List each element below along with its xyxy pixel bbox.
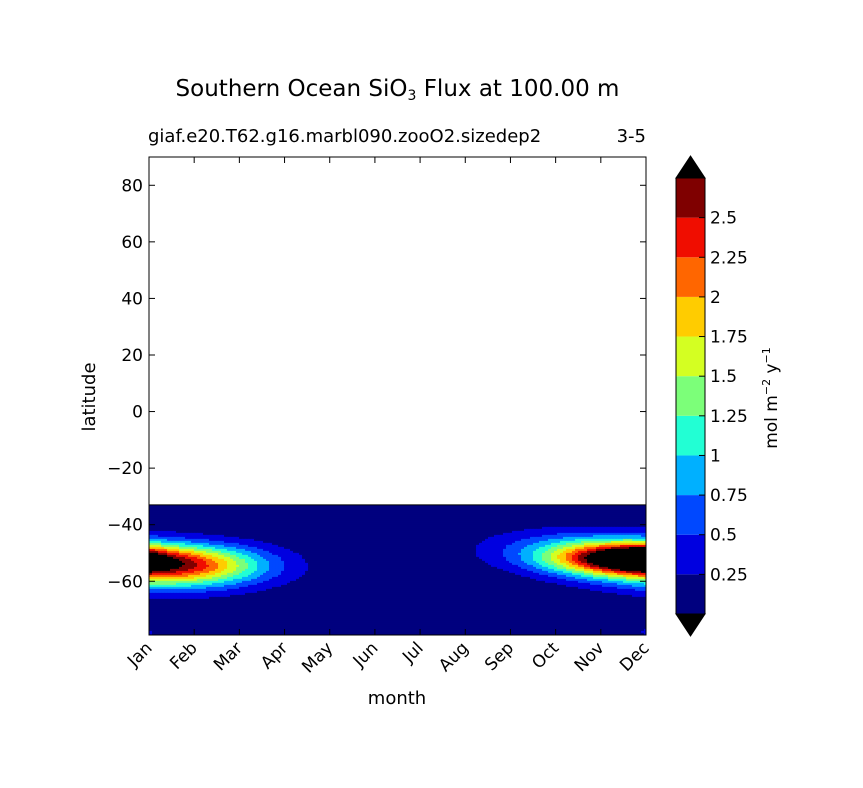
colorbar-tick-label: 0.25 <box>710 565 748 585</box>
x-tick-label: Jun <box>349 638 383 672</box>
colorbar-label: mol m−2 y−1 <box>760 347 782 449</box>
y-tick-label: −20 <box>107 459 143 479</box>
colorbar-segment <box>676 574 705 614</box>
colorbar-tick-label: 1 <box>710 446 721 466</box>
y-tick-label: −60 <box>107 572 143 592</box>
colorbar-segment <box>676 495 705 535</box>
colorbar-under-arrow <box>675 613 706 637</box>
x-axis-label: month <box>368 688 426 709</box>
x-tick-label: Nov <box>571 638 609 676</box>
x-tick-label: Jan <box>123 638 156 671</box>
heatmap-field <box>149 504 646 635</box>
x-tick-label: Jul <box>398 638 427 667</box>
y-tick-label: 20 <box>121 346 143 366</box>
colorbar-over-arrow <box>675 155 706 179</box>
y-axis: −60 −40 −20 0 20 40 60 80 <box>107 176 646 592</box>
y-tick-label: 0 <box>132 403 143 423</box>
colorbar-segment <box>676 178 705 218</box>
chart-title: Southern Ocean SiO3 Flux at 100.00 m <box>175 76 620 104</box>
colorbar-tick-label: 1.5 <box>710 367 737 387</box>
chart-subtitle-case: giaf.e20.T62.g16.marbl090.zooO2.sizedep2 <box>148 126 542 147</box>
y-tick-label: 40 <box>121 289 143 309</box>
x-tick-label: Aug <box>435 638 473 676</box>
colorbar-segment <box>676 217 705 258</box>
x-tick-label: Dec <box>616 638 653 675</box>
colorbar-segment <box>676 257 705 297</box>
colorbar-segment <box>676 534 705 575</box>
colorbar-tick-label: 1.75 <box>710 328 748 348</box>
chart-subtitle-depth-range: 3-5 <box>616 126 646 147</box>
colorbar-tick-label: 0.5 <box>710 526 737 546</box>
x-tick-label: Mar <box>210 638 247 675</box>
x-tick-label: Apr <box>257 638 292 673</box>
x-tick-label: Sep <box>481 638 518 675</box>
colorbar-tick-label: 1.25 <box>710 407 748 427</box>
colorbar-segment <box>676 296 705 337</box>
colorbar-segment <box>676 415 705 456</box>
colorbar-tick-label: 2.5 <box>710 209 737 229</box>
x-tick-label: May <box>298 638 337 677</box>
x-tick-label: Oct <box>528 638 563 673</box>
y-tick-label: 60 <box>121 233 143 253</box>
colorbar-tick-label: 0.75 <box>710 486 748 506</box>
y-tick-label: −40 <box>107 516 143 536</box>
plot-frame <box>148 156 647 636</box>
colorbar-segment <box>676 455 705 496</box>
colorbar-tick-label: 2 <box>710 288 721 308</box>
y-tick-label: 80 <box>121 176 143 196</box>
colorbar-segment <box>676 336 705 377</box>
x-tick-label: Feb <box>166 638 201 673</box>
colorbar-segment <box>676 376 705 416</box>
colorbar: 0.25 0.5 0.75 1 1.25 1.5 1.75 2 2.25 2.5 <box>675 155 748 637</box>
colorbar-tick-label: 2.25 <box>710 248 748 268</box>
colorbar-frame <box>675 177 706 615</box>
y-axis-label: latitude <box>79 362 100 431</box>
